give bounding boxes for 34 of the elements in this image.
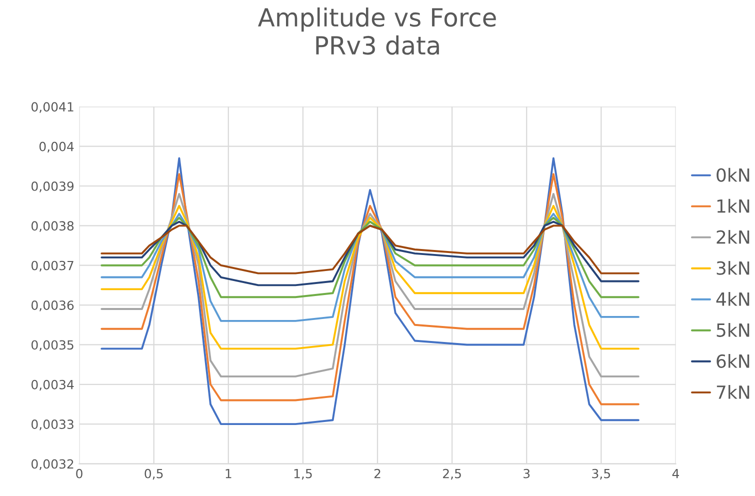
line-series	[100, 192, 640, 378]
legend-label: 7kN	[716, 385, 750, 399]
y-tick-label: 0,0033	[32, 420, 74, 430]
line-series	[100, 212, 640, 322]
x-tick-label: 4	[672, 469, 679, 478]
legend-label: 1kN	[717, 198, 750, 213]
legend-label: 5kN	[716, 322, 750, 337]
y-tick-label: 0,0041	[32, 102, 74, 113]
x-tick-label: 2	[374, 468, 380, 478]
line-series	[100, 220, 640, 286]
y-tick-label: 0,0037	[32, 260, 74, 272]
legend-label: 2kN	[716, 230, 750, 244]
x-tick-label: 1,5	[294, 469, 312, 480]
y-tick-label: 0,0036	[32, 300, 74, 312]
legend-label: 4kN	[716, 292, 750, 306]
y-tick-label: 0,0038	[32, 221, 74, 232]
x-tick-label: 1	[226, 469, 232, 478]
x-tick-label: 3,5	[592, 468, 610, 480]
legend-label: 0kN	[716, 168, 750, 182]
x-tick-label: 0,5	[144, 468, 163, 480]
y-tick-label: 0,004	[39, 142, 74, 153]
y-tick-label: 0,0034	[32, 380, 74, 391]
line-series	[100, 216, 640, 298]
line-series	[100, 224, 640, 274]
y-tick-label: 0,0032	[32, 459, 74, 470]
y-tick-label: 0,0035	[32, 340, 74, 351]
line-series	[100, 204, 640, 350]
x-tick-label: 3	[524, 468, 530, 478]
x-tick-label: 0	[76, 468, 82, 478]
x-tick-label: 2,5	[443, 468, 461, 480]
chart-title: Amplitude vs Force PRv3 data	[258, 7, 496, 55]
y-tick-label: 0,0039	[32, 181, 74, 192]
legend-label: 3kN	[716, 260, 750, 275]
legend-label: 6kN	[716, 354, 750, 368]
